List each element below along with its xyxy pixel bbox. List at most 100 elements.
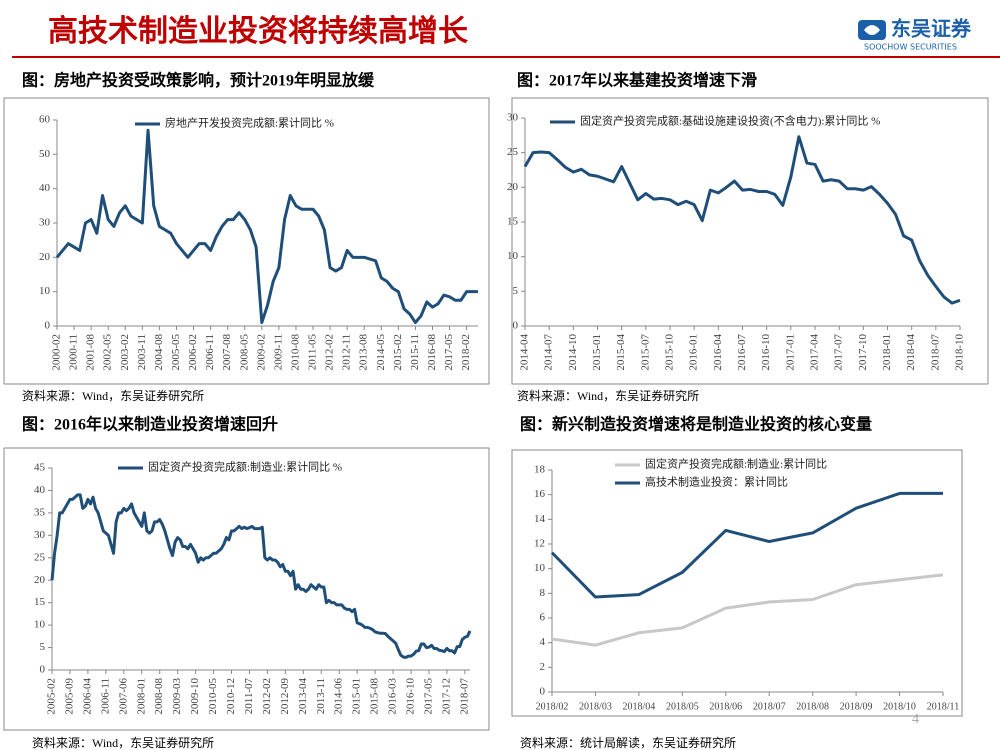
x-tick-label: 2013-08 — [358, 334, 370, 371]
y-tick-label: 50 — [39, 148, 51, 160]
legend-label: 固定资产投资完成额:制造业:累计同比 — [645, 457, 827, 471]
x-tick-label: 2017-04 — [809, 334, 821, 371]
x-tick-label: 2009-11 — [272, 334, 284, 370]
chart-caption: 图：2017年以来基建投资增速下滑 — [517, 71, 757, 90]
x-tick-label: 2014-10 — [567, 334, 579, 371]
x-tick-label: 2017-05 — [423, 678, 435, 715]
x-tick-label: 2018/09 — [840, 701, 873, 712]
logo-icon — [858, 20, 886, 40]
y-tick-label: 30 — [34, 529, 46, 541]
x-tick-label: 2008-01 — [135, 678, 147, 715]
y-tick-label: 10 — [507, 250, 519, 262]
y-tick-label: 40 — [39, 182, 51, 194]
x-tick-label: 2012-11 — [341, 334, 353, 370]
x-tick-label: 2015-07 — [639, 334, 651, 371]
x-tick-label: 2001-08 — [85, 334, 97, 371]
panel-border — [511, 97, 989, 385]
legend-label: 房地产开发投资完成额:累计同比 % — [165, 116, 334, 130]
x-tick-label: 2014-05 — [375, 334, 387, 371]
y-tick-label: 6 — [540, 612, 546, 624]
series-line — [55, 128, 478, 325]
x-tick-label: 2018/08 — [796, 701, 829, 712]
legend-label: 固定资产投资完成额:制造业:累计同比 % — [148, 460, 342, 474]
series-line — [551, 573, 944, 647]
x-tick-label: 2015-11 — [409, 334, 421, 370]
page-number: 4 — [912, 712, 919, 727]
x-tick-label: 2002-05 — [102, 334, 114, 371]
logo-subtext: SOOCHOW SECURITIES — [864, 43, 957, 52]
y-tick-label: 18 — [534, 464, 546, 476]
x-tick-label: 2016-04 — [712, 334, 724, 371]
x-tick-label: 2006-02 — [187, 334, 199, 371]
y-tick-label: 0 — [540, 686, 546, 698]
x-tick-label: 2018-01 — [881, 334, 893, 371]
y-tick-label: 16 — [534, 488, 546, 500]
x-tick-label: 2007-08 — [221, 334, 233, 371]
y-tick-label: 40 — [34, 484, 46, 496]
y-tick-label: 10 — [534, 562, 546, 574]
y-tick-label: 14 — [534, 513, 546, 525]
x-tick-label: 2008-08 — [153, 678, 165, 715]
x-tick-label: 2004-08 — [153, 334, 165, 371]
x-tick-label: 2006-11 — [99, 678, 111, 714]
x-tick-label: 2015-01 — [351, 678, 363, 715]
x-tick-label: 2017-07 — [833, 334, 845, 371]
x-tick-label: 2018/04 — [622, 701, 655, 712]
y-tick-label: 10 — [34, 619, 46, 631]
x-tick-label: 2018/06 — [709, 701, 742, 712]
x-tick-label: 2013-04 — [297, 678, 309, 715]
x-tick-label: 2010-08 — [289, 334, 301, 371]
x-tick-label: 2018-07 — [458, 678, 470, 715]
x-tick-label: 2016-07 — [736, 334, 748, 371]
y-tick-label: 20 — [507, 181, 519, 193]
x-tick-label: 2003-11 — [136, 334, 148, 370]
chart-source: 资料来源：Wind，东吴证券研究所 — [32, 735, 214, 750]
panel-border — [3, 447, 490, 731]
y-tick-label: 15 — [34, 596, 46, 608]
chart-caption: 图：新兴制造投资增速将是制造业投资的核心变量 — [520, 415, 872, 434]
legend-label: 固定资产投资完成额:基础设施建设投资(不含电力):累计同比 % — [580, 114, 880, 128]
x-tick-label: 2006-11 — [204, 334, 216, 370]
x-tick-label: 2016-10 — [405, 678, 417, 715]
y-tick-label: 30 — [507, 112, 519, 124]
y-tick-label: 5 — [513, 285, 519, 297]
x-tick-label: 2014-07 — [543, 334, 555, 371]
x-tick-label: 2010-05 — [207, 678, 219, 715]
y-tick-label: 35 — [34, 506, 46, 518]
y-tick-label: 20 — [34, 574, 46, 586]
x-tick-label: 2018/05 — [666, 701, 699, 712]
x-tick-label: 2018/03 — [579, 701, 612, 712]
x-tick-label: 2012-09 — [279, 678, 291, 715]
series-line — [50, 493, 472, 659]
panel-border — [3, 97, 490, 385]
y-tick-label: 5 — [40, 641, 46, 653]
x-tick-label: 2009-10 — [189, 678, 201, 715]
x-tick-label: 2017-12 — [440, 678, 452, 715]
y-tick-label: 0 — [513, 320, 519, 332]
y-tick-label: 20 — [39, 251, 51, 263]
x-tick-label: 2018-04 — [905, 334, 917, 371]
slide-title: 高技术制造业投资将持续高增长 — [48, 15, 468, 48]
x-tick-label: 2009-03 — [171, 678, 183, 715]
series-line — [550, 491, 943, 599]
y-tick-label: 12 — [534, 538, 545, 550]
y-tick-label: 10 — [39, 285, 51, 297]
x-tick-label: 2018/11 — [927, 701, 959, 712]
chart-source: 资料来源：Wind，东吴证券研究所 — [22, 388, 204, 403]
x-tick-label: 2003-02 — [119, 334, 131, 371]
chart-caption: 图：房地产投资受政策影响，预计2019年明显放缓 — [22, 71, 375, 90]
x-tick-label: 2017-01 — [784, 334, 796, 371]
x-tick-label: 2015-01 — [591, 334, 603, 371]
legend-label: 高技术制造业投资：累计同比 — [645, 475, 788, 489]
y-tick-label: 8 — [540, 587, 546, 599]
y-tick-label: 25 — [34, 551, 46, 563]
panel-border — [511, 449, 963, 717]
x-tick-label: 2014-04 — [519, 334, 531, 371]
y-tick-label: 25 — [507, 146, 519, 158]
x-tick-label: 2017-10 — [857, 334, 869, 371]
x-tick-label: 2011-05 — [307, 334, 319, 371]
x-tick-label: 2011-07 — [243, 678, 255, 715]
x-tick-label: 2018/10 — [883, 701, 916, 712]
x-tick-label: 2018/02 — [536, 701, 569, 712]
